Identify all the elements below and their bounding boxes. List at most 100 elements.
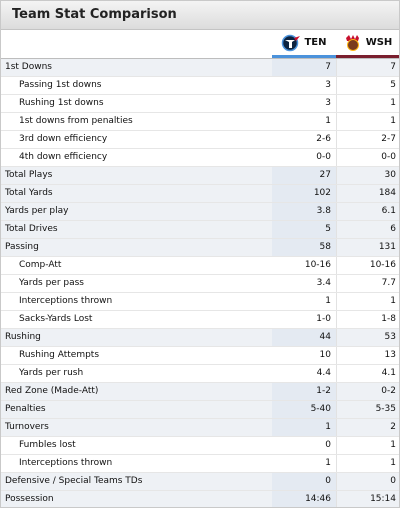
stat-label: Total Plays [5,170,53,180]
stat-value-wsh: 30 [336,167,399,184]
stat-value-wsh: 15:14 [336,491,399,507]
stat-label: Comp-Att [19,260,62,270]
stat-row: Rushing 1st downs 3 1 [1,95,399,113]
stat-row: 1st downs from penalties 1 1 [1,113,399,131]
stat-value-ten: 1 [325,296,331,306]
stat-label: 1st Downs [5,62,52,72]
stat-value-wsh: 1 [336,437,399,454]
stat-value-ten: 1 [325,458,331,468]
stat-value-ten: 5 [272,221,336,238]
stat-value-ten: 1-0 [316,314,331,324]
stat-label: Yards per pass [19,278,84,288]
stat-row: Red Zone (Made-Att) 1-2 0-2 [1,383,399,401]
stat-value-wsh: 1 [336,113,399,130]
stat-value-ten: 0-0 [316,152,331,162]
stat-label: Passing 1st downs [19,80,102,90]
stat-row: 3rd down efficiency 2-6 2-7 [1,131,399,149]
stat-value-ten: 3 [325,80,331,90]
stat-label: 3rd down efficiency [19,134,108,144]
stat-label: Yards per play [5,206,69,216]
stat-row: Interceptions thrown 1 1 [1,455,399,473]
stat-value-ten: 27 [272,167,336,184]
stat-value-ten: 1 [272,419,336,436]
stat-value-wsh: 0-0 [336,149,399,166]
stat-label: Turnovers [5,422,49,432]
team-header-wsh[interactable]: WSH [336,30,399,58]
stat-value-wsh: 6 [336,221,399,238]
team-abbr-wsh: WSH [365,37,393,48]
stat-label: Rushing Attempts [19,350,100,360]
stat-label: Interceptions thrown [19,458,113,468]
stat-row: Total Yards 102 184 [1,185,399,203]
stat-label: Sacks-Yards Lost [19,314,93,324]
stat-rows: 1st Downs 7 7 Passing 1st downs 3 5 Rushing 1s… [1,59,399,507]
stat-row: Comp-Att 10-16 10-16 [1,257,399,275]
stat-value-wsh: 4.1 [336,365,399,382]
stat-row: Yards per pass 3.4 7.7 [1,275,399,293]
stat-value-ten: 102 [272,185,336,202]
stat-label: Total Yards [5,188,53,198]
stat-value-ten: 3.8 [272,203,336,220]
stat-value-wsh: 6.1 [336,203,399,220]
stat-label: Rushing [5,332,41,342]
stat-value-ten: 10-16 [304,260,331,270]
stat-value-ten: 7 [272,59,336,76]
team-header-row: TEN WSH [1,30,399,59]
stat-row: Total Plays 27 30 [1,167,399,185]
stat-value-ten: 44 [272,329,336,346]
stat-value-ten: 58 [272,239,336,256]
stat-value-ten: 1-2 [272,383,336,400]
stat-value-wsh: 13 [336,347,399,364]
stat-label: Total Drives [5,224,58,234]
stat-value-wsh: 1 [336,95,399,112]
stat-label: Possession [5,494,54,504]
stat-value-wsh: 10-16 [336,257,399,274]
stat-value-wsh: 184 [336,185,399,202]
stat-value-wsh: 1 [336,293,399,310]
team-header-ten[interactable]: TEN [272,30,336,58]
stat-row: Interceptions thrown 1 1 [1,293,399,311]
stat-value-wsh: 5-35 [336,401,399,418]
stat-row: Sacks-Yards Lost 1-0 1-8 [1,311,399,329]
stat-value-wsh: 53 [336,329,399,346]
stat-row: Possession 14:46 15:14 [1,491,399,507]
stat-label: Interceptions thrown [19,296,113,306]
stat-label: 4th down efficiency [19,152,108,162]
stat-value-wsh: 2 [336,419,399,436]
stat-value-wsh: 1-8 [336,311,399,328]
stat-row: Penalties 5-40 5-35 [1,401,399,419]
stat-value-wsh: 0-2 [336,383,399,400]
redskins-logo-icon [345,34,359,51]
stat-label: Passing [5,242,39,252]
stat-value-wsh: 7.7 [336,275,399,292]
stat-value-ten: 10 [319,350,331,360]
stat-value-ten: 1 [325,116,331,126]
stat-value-ten: 14:46 [272,491,336,507]
stat-row: Yards per play 3.8 6.1 [1,203,399,221]
stat-value-wsh: 7 [336,59,399,76]
stat-value-wsh: 1 [336,455,399,472]
stat-row: Rushing Attempts 10 13 [1,347,399,365]
stat-label: Penalties [5,404,46,414]
stat-row: 4th down efficiency 0-0 0-0 [1,149,399,167]
stat-row: Yards per rush 4.4 4.1 [1,365,399,383]
stat-row: Passing 58 131 [1,239,399,257]
stat-value-wsh: 0 [336,473,399,490]
stat-value-ten: 3 [325,98,331,108]
stat-row: Total Drives 5 6 [1,221,399,239]
stat-value-wsh: 2-7 [336,131,399,148]
stat-row: Fumbles lost 0 1 [1,437,399,455]
stat-label: Rushing 1st downs [19,98,104,108]
stat-label: Fumbles lost [19,440,76,450]
stat-row: Turnovers 1 2 [1,419,399,437]
stat-value-ten: 3.4 [316,278,331,288]
stat-label: 1st downs from penalties [19,116,133,126]
stat-row: Rushing 44 53 [1,329,399,347]
stat-value-ten: 4.4 [316,368,331,378]
stat-row: 1st Downs 7 7 [1,59,399,77]
stat-value-wsh: 131 [336,239,399,256]
stat-value-ten: 5-40 [272,401,336,418]
stat-label: Red Zone (Made-Att) [5,386,99,396]
panel-header: Team Stat Comparison [1,1,399,30]
